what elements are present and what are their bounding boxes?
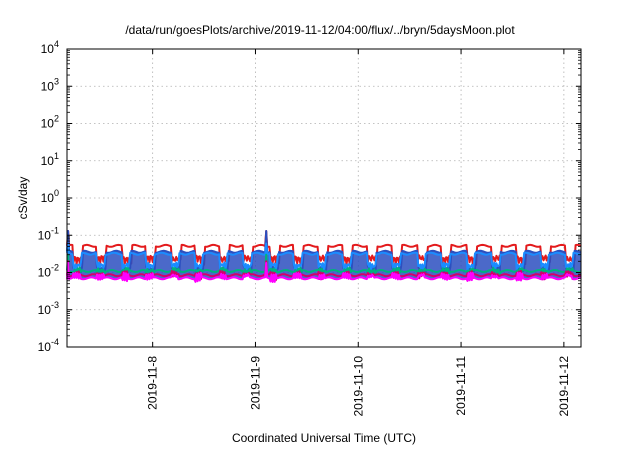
y-tick-label: 10-3 <box>38 300 59 317</box>
x-tick-label: 2019-11-8 <box>146 356 160 410</box>
y-tick-label: 10-4 <box>38 337 59 354</box>
series-line-4 <box>66 253 582 277</box>
y-axis: 10-4 10-3 10-2 10-1 100 101 102 103 104 <box>38 39 581 354</box>
y-axis-label: cSv/day <box>16 177 30 220</box>
y-tick-label: 100 <box>41 188 59 205</box>
series-layer <box>66 230 582 283</box>
y-tick-label: 10-2 <box>38 263 59 280</box>
series-line-1 <box>66 230 582 266</box>
x-axis: 2019-11-8 2019-11-9 2019-11-10 2019-11-11 20… <box>146 49 571 417</box>
y-tick-label: 103 <box>41 76 59 93</box>
y-tick-label: 101 <box>41 151 59 168</box>
x-tick-label: 2019-11-11 <box>454 356 468 416</box>
x-axis-label: Coordinated Universal Time (UTC) <box>232 431 416 445</box>
series-line-6 <box>66 262 582 283</box>
x-tick-label: 2019-11-10 <box>351 356 365 417</box>
grid <box>67 49 581 347</box>
y-tick-label: 104 <box>41 39 59 56</box>
x-tick-label: 2019-11-12 <box>557 356 571 417</box>
x-tick-label: 2019-11-9 <box>248 356 262 410</box>
chart-title: /data/run/goesPlots/archive/2019-11-12/0… <box>125 23 515 37</box>
y-tick-label: 102 <box>41 114 59 131</box>
y-tick-label: 10-1 <box>38 225 59 242</box>
